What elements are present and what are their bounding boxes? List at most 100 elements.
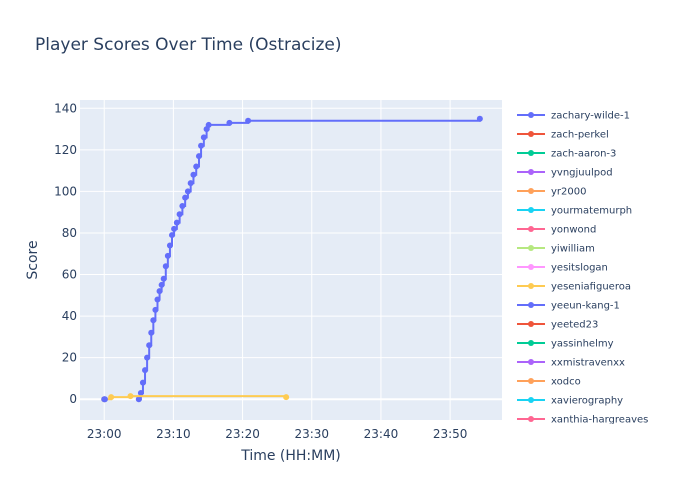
data-point [139, 379, 146, 386]
legend-item[interactable]: xanthia-hargreaves [517, 415, 648, 426]
data-point [142, 367, 149, 374]
legend-label: xavierography [551, 396, 623, 407]
legend-marker [528, 359, 534, 365]
data-point [158, 281, 165, 288]
y-tick-label: 80 [62, 226, 77, 240]
data-point [154, 296, 161, 303]
y-axis-title: Score [25, 240, 41, 279]
legend-marker [528, 169, 534, 175]
legend-label: yeeun-kang-1 [551, 301, 620, 312]
legend-marker [528, 378, 534, 384]
legend-item[interactable]: xxmistravenxx [517, 358, 625, 369]
legend-label: xodco [551, 377, 581, 388]
data-point [152, 306, 159, 313]
y-tick-label: 40 [62, 309, 77, 323]
legend-item[interactable]: zach-aaron-3 [517, 149, 616, 160]
x-tick-label: 23:30 [294, 427, 329, 441]
data-point [144, 354, 151, 361]
x-tick-label: 23:10 [156, 427, 191, 441]
data-point [169, 232, 176, 239]
legend-marker [528, 112, 534, 118]
data-point [150, 317, 157, 324]
legend-marker [528, 416, 534, 422]
x-tick-label: 23:00 [87, 427, 122, 441]
x-tick-label: 23:50 [433, 427, 468, 441]
data-point [162, 263, 169, 270]
data-point [179, 202, 186, 209]
data-point [205, 121, 212, 128]
data-point [193, 163, 200, 170]
data-point [176, 211, 183, 218]
x-tick-label: 23:20 [225, 427, 260, 441]
legend-label: yr2000 [551, 187, 586, 198]
legend-label: yiwilliam [551, 244, 595, 255]
legend-marker [528, 397, 534, 403]
plot-area [80, 100, 502, 420]
data-point [156, 288, 163, 295]
data-point [198, 142, 205, 149]
legend-marker [528, 283, 534, 289]
legend-item[interactable]: yeeted23 [517, 320, 598, 331]
legend-item[interactable]: yeseniafigueroa [517, 282, 631, 293]
data-point [108, 394, 115, 401]
legend-item[interactable]: xavierography [517, 396, 623, 407]
legend-label: yassinhelmy [551, 339, 614, 350]
data-point [148, 329, 155, 336]
legend-item[interactable]: zachary-wilde-1 [517, 111, 630, 122]
data-point [101, 396, 108, 403]
legend-item[interactable]: yourmatemurph [517, 206, 632, 217]
legend-label: xxmistravenxx [551, 358, 625, 369]
x-axis-title: Time (HH:MM) [240, 448, 341, 464]
legend-marker [528, 150, 534, 156]
legend-marker [528, 207, 534, 213]
data-point [173, 219, 180, 226]
data-point [164, 252, 171, 259]
legend[interactable]: zachary-wilde-1 zach-perkel zach-aaron-3 yv… [517, 111, 648, 426]
legend-marker [528, 340, 534, 346]
data-point [166, 242, 173, 249]
y-tick-label: 60 [62, 268, 77, 282]
series-group [101, 115, 483, 403]
legend-marker [528, 321, 534, 327]
data-point [195, 153, 202, 160]
legend-item[interactable]: yeeun-kang-1 [517, 301, 620, 312]
legend-item[interactable]: zach-perkel [517, 130, 609, 141]
legend-label: yesitslogan [551, 263, 608, 274]
data-point [187, 180, 194, 187]
grid [80, 100, 502, 420]
y-tick-label: 120 [54, 143, 77, 157]
y-tick-label: 140 [54, 101, 77, 115]
legend-label: xanthia-hargreaves [551, 415, 648, 426]
legend-label: yeseniafigueroa [551, 282, 631, 293]
legend-label: yourmatemurph [551, 206, 632, 217]
data-point [226, 119, 233, 126]
y-tick-label: 100 [54, 184, 77, 198]
data-point [476, 115, 483, 122]
legend-marker [528, 226, 534, 232]
legend-label: yeeted23 [551, 320, 598, 331]
data-point [171, 225, 178, 232]
data-point [200, 134, 207, 141]
legend-label: zach-perkel [551, 130, 609, 141]
data-point [137, 389, 144, 396]
y-tick-label: 20 [62, 351, 77, 365]
legend-item[interactable]: yvngjuulpod [517, 168, 613, 179]
legend-label: yvngjuulpod [551, 168, 613, 179]
legend-item[interactable]: yassinhelmy [517, 339, 614, 350]
ticks: 23:00 23:10 23:20 23:30 23:40 23:50 0 20 40 60 80 1… [54, 101, 467, 441]
data-point [184, 188, 191, 195]
legend-marker [528, 302, 534, 308]
chart-title: Player Scores Over Time (Ostracize) [35, 35, 342, 55]
legend-item[interactable]: xodco [517, 377, 581, 388]
legend-item[interactable]: yiwilliam [517, 244, 595, 255]
legend-label: zachary-wilde-1 [551, 111, 630, 122]
legend-item[interactable]: yonwond [517, 225, 596, 236]
data-point [182, 194, 189, 201]
data-point [283, 394, 290, 401]
legend-marker [528, 188, 534, 194]
data-point [160, 275, 167, 282]
data-point [245, 117, 252, 124]
legend-item[interactable]: yesitslogan [517, 263, 608, 274]
legend-item[interactable]: yr2000 [517, 187, 586, 198]
data-point [135, 396, 142, 403]
